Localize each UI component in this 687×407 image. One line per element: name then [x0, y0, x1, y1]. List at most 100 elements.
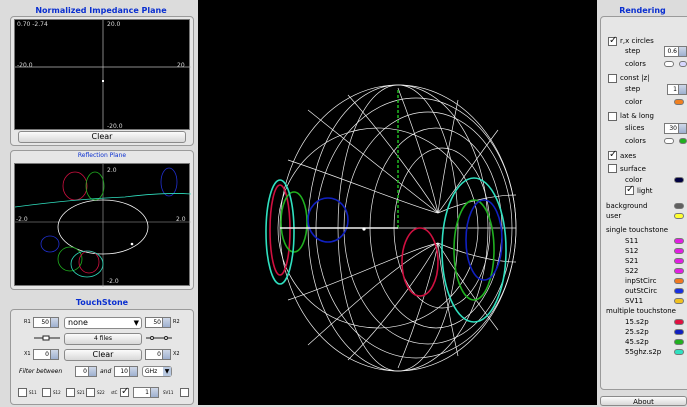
port-left-icon [34, 335, 60, 341]
axes-label: axes [620, 152, 637, 160]
multiple-item-label: 55ghz.s2p [625, 348, 662, 356]
single-item-label: SV11 [625, 297, 644, 305]
reflection-title: Reflection Plane [77, 152, 127, 159]
s12-checkbox[interactable] [42, 388, 51, 397]
r2-spinner[interactable]: 50 [145, 317, 171, 328]
z-color-label: color [625, 98, 643, 106]
impedance-plot[interactable]: 0.70 -2.74 20.0 -20.0 20 -20.0 [14, 19, 191, 131]
filter-to-spinner[interactable]: 10 [114, 366, 138, 377]
rx-step-spinner[interactable]: 0.6 [664, 46, 687, 57]
impedance-bottom-label: -20.0 [107, 123, 123, 130]
multiple-touchstone-header: multiple touchstone [606, 307, 676, 315]
slices-spinner[interactable]: 30 [664, 123, 687, 134]
x1-label: X1 [24, 351, 31, 357]
filter-label: Filter between [19, 368, 63, 375]
light-checkbox[interactable] [625, 184, 634, 195]
impedance-left-label: -20.0 [17, 62, 33, 69]
rx-circles-label: r,x circles [620, 37, 654, 45]
multiple-item-label: 45.s2p [625, 338, 649, 346]
light-label: light [637, 187, 653, 195]
touchstone-title: TouchStone [75, 298, 129, 307]
lat-long-checkbox[interactable] [608, 112, 617, 121]
rx-circles-checkbox[interactable] [608, 35, 617, 46]
stc-label: stC [111, 390, 118, 395]
impedance-top-label: 20.0 [107, 21, 121, 28]
port-right-icon [146, 336, 172, 340]
surface-label: surface [620, 165, 646, 173]
reflection-top-label: 2.0 [107, 167, 117, 174]
chevron-down-icon: ▼ [133, 319, 139, 327]
rx-color2-swatch[interactable] [679, 61, 687, 67]
multiple-item-swatch[interactable] [674, 319, 684, 325]
sv11-label: SV11 [163, 390, 174, 395]
x2-label: X2 [173, 351, 180, 357]
single-item-swatch[interactable] [674, 288, 684, 294]
single-item-label: S12 [625, 247, 639, 255]
impedance-clear-button[interactable]: Clear [18, 131, 186, 143]
r2-label: R2 [173, 319, 180, 325]
multiple-item-label: 25.s2p [625, 328, 649, 336]
const-z-checkbox[interactable] [608, 74, 617, 83]
touchstone-select[interactable]: none ▼ [64, 317, 142, 329]
stc-checkbox[interactable] [120, 386, 129, 397]
smith-sphere-view[interactable] [198, 0, 597, 405]
stc-spinner[interactable]: 1 [133, 387, 159, 398]
multiple-item-swatch[interactable] [674, 349, 684, 355]
r1-spinner[interactable]: 50 [33, 317, 59, 328]
ll-colors-label: colors [625, 137, 646, 145]
impedance-coord: 0.70 -2.74 [17, 21, 48, 28]
user-swatch[interactable] [674, 213, 684, 219]
single-item-label: S11 [625, 237, 639, 245]
s12-label: S12 [53, 390, 61, 395]
const-z-label: const |z| [620, 74, 650, 82]
s11-checkbox[interactable] [18, 388, 27, 397]
rx-color1-swatch[interactable] [664, 61, 674, 67]
filter-from-spinner[interactable]: 0 [75, 366, 97, 377]
slices-label: slices [625, 124, 645, 132]
background-label: background [606, 202, 648, 210]
s21-checkbox[interactable] [66, 388, 75, 397]
single-item-swatch[interactable] [674, 268, 684, 274]
single-item-label: inpStCirc [625, 277, 657, 285]
surface-color-swatch[interactable] [674, 177, 684, 183]
reflection-right-label: 2.0 [176, 216, 186, 223]
impedance-axes [15, 20, 191, 131]
lat-long-label: lat & long [620, 112, 654, 120]
single-touchstone-header: single touchstone [606, 226, 669, 234]
single-item-swatch[interactable] [674, 248, 684, 254]
ll-color1-swatch[interactable] [664, 138, 674, 144]
single-item-label: S21 [625, 257, 639, 265]
chevron-down-icon: ▼ [163, 367, 171, 376]
reflection-bottom-label: -2.0 [107, 278, 119, 285]
background-swatch[interactable] [674, 203, 684, 209]
single-item-swatch[interactable] [674, 258, 684, 264]
z-color-swatch[interactable] [674, 99, 684, 105]
multiple-item-label: 15.s2p [625, 318, 649, 326]
single-item-swatch[interactable] [674, 298, 684, 304]
single-item-swatch[interactable] [674, 238, 684, 244]
axes-checkbox[interactable] [608, 149, 617, 160]
single-item-swatch[interactable] [674, 278, 684, 284]
ll-color2-swatch[interactable] [679, 138, 687, 144]
smith-sphere [265, 84, 517, 372]
r1-label: R1 [24, 319, 31, 325]
multiple-item-swatch[interactable] [674, 339, 684, 345]
surface-checkbox[interactable] [608, 164, 617, 173]
multiple-item-swatch[interactable] [674, 329, 684, 335]
s22-label: S22 [97, 390, 105, 395]
x2-spinner[interactable]: 0 [145, 349, 171, 360]
touchstone-clear-button[interactable]: Clear [64, 349, 142, 361]
touchstone-select-value: none [68, 318, 88, 327]
z-step-spinner[interactable]: 1 [667, 84, 687, 95]
rendering-title: Rendering [619, 6, 666, 15]
reflection-plot[interactable]: 2.0 -2.0 2.0 -2.0 [14, 163, 192, 287]
s22-checkbox[interactable] [86, 388, 95, 397]
files-button[interactable]: 4 files [64, 333, 142, 345]
impedance-title: Normalized Impedance Plane [35, 6, 167, 15]
unit-select[interactable]: GHz ▼ [142, 366, 172, 377]
sv11-checkbox[interactable] [180, 388, 189, 397]
reflection-chart [14, 164, 192, 287]
user-label: user [606, 212, 622, 220]
x1-spinner[interactable]: 0 [33, 349, 59, 360]
reflection-left-label: -2.0 [16, 216, 28, 223]
